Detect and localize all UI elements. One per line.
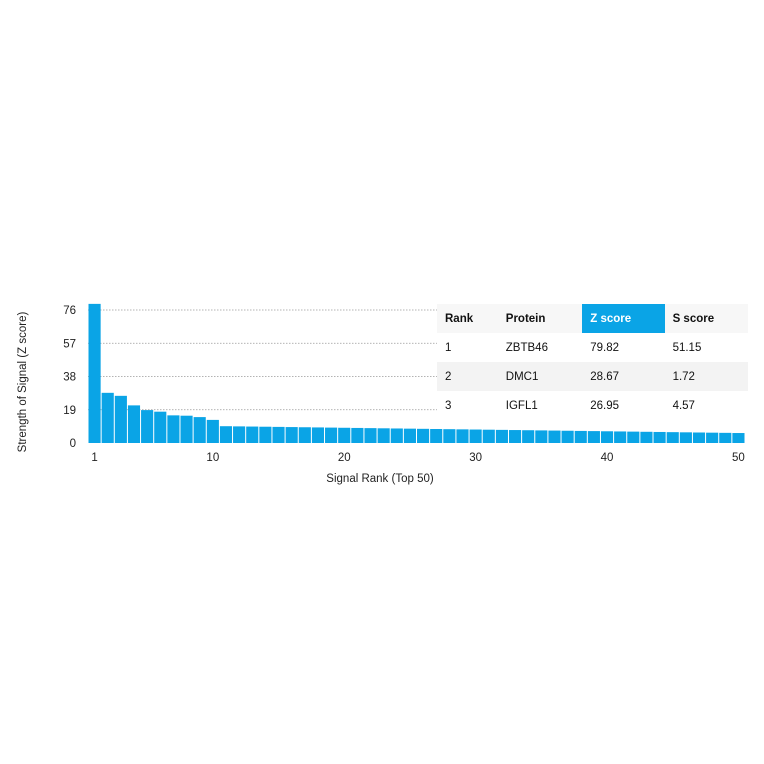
score-table: Rank Protein Z score S score 1 ZBTB46 79… bbox=[437, 304, 748, 420]
cell-protein: DMC1 bbox=[497, 362, 583, 391]
bar bbox=[482, 429, 495, 443]
bar bbox=[706, 432, 719, 443]
cell-rank: 1 bbox=[437, 333, 498, 362]
bar bbox=[469, 429, 482, 443]
y-tick-label: 38 bbox=[63, 372, 76, 384]
table-row: 3 IGFL1 26.95 4.57 bbox=[437, 391, 748, 420]
bars bbox=[88, 303, 745, 443]
x-tick-label: 30 bbox=[469, 452, 482, 464]
col-protein: Protein bbox=[497, 304, 583, 333]
bar bbox=[535, 430, 548, 443]
y-tick-label: 19 bbox=[63, 405, 76, 417]
table-row: 2 DMC1 28.67 1.72 bbox=[437, 362, 748, 391]
bar bbox=[614, 431, 627, 443]
bar bbox=[351, 427, 364, 443]
x-tick-label: 10 bbox=[206, 452, 219, 464]
bar bbox=[285, 427, 298, 443]
bar bbox=[548, 430, 561, 443]
bar bbox=[259, 426, 272, 443]
bar bbox=[338, 427, 351, 443]
bar bbox=[627, 431, 640, 443]
x-axis-label: Signal Rank (Top 50) bbox=[326, 473, 434, 485]
y-tick-label: 57 bbox=[63, 338, 76, 350]
bar bbox=[167, 415, 180, 443]
bar bbox=[246, 426, 259, 443]
bar bbox=[600, 431, 614, 443]
bar bbox=[430, 429, 443, 443]
y-tick-label: 0 bbox=[70, 438, 76, 450]
cell-s-score: 51.15 bbox=[664, 333, 748, 362]
cell-s-score: 1.72 bbox=[664, 362, 748, 391]
x-tick-label: 50 bbox=[732, 452, 745, 464]
cell-s-score: 4.57 bbox=[664, 391, 748, 420]
y-tick-labels: 0 19 38 57 76 bbox=[63, 305, 76, 450]
bar bbox=[272, 426, 285, 443]
bar bbox=[141, 410, 154, 443]
bar bbox=[456, 429, 469, 443]
bar bbox=[587, 431, 600, 443]
bar bbox=[719, 432, 732, 443]
bar bbox=[561, 430, 574, 443]
y-axis-label: Strength of Signal (Z score) bbox=[17, 312, 29, 453]
bar bbox=[443, 429, 456, 443]
bar bbox=[390, 428, 403, 443]
bar bbox=[298, 427, 311, 443]
table-row: 1 ZBTB46 79.82 51.15 bbox=[437, 333, 748, 362]
bar bbox=[666, 432, 679, 443]
bar bbox=[417, 428, 430, 443]
cell-z-score: 28.67 bbox=[582, 362, 665, 391]
bar bbox=[206, 419, 219, 443]
y-tick-label: 76 bbox=[63, 305, 76, 317]
bar bbox=[219, 426, 233, 443]
bar bbox=[679, 432, 692, 443]
x-tick-labels: 1 10 20 30 40 50 bbox=[91, 452, 744, 464]
col-rank: Rank bbox=[437, 304, 498, 333]
bar bbox=[522, 430, 535, 443]
cell-z-score: 26.95 bbox=[582, 391, 665, 420]
bar bbox=[311, 427, 325, 443]
cell-protein: ZBTB46 bbox=[497, 333, 583, 362]
bar bbox=[403, 428, 416, 443]
bar bbox=[640, 431, 653, 443]
bar bbox=[114, 395, 127, 443]
cell-rank: 3 bbox=[437, 391, 498, 420]
bar bbox=[193, 417, 206, 443]
bar bbox=[495, 429, 508, 443]
bar bbox=[154, 411, 167, 443]
col-s-score: S score bbox=[664, 304, 748, 333]
bar bbox=[732, 433, 745, 443]
col-z-score: Z score bbox=[582, 304, 665, 333]
table-header-row: Rank Protein Z score S score bbox=[437, 304, 748, 333]
bar bbox=[574, 430, 587, 443]
bar bbox=[653, 431, 666, 443]
bar bbox=[692, 432, 706, 443]
bar bbox=[233, 426, 246, 443]
bar bbox=[127, 405, 141, 443]
bar bbox=[101, 392, 114, 443]
x-tick-label: 40 bbox=[601, 452, 614, 464]
cell-rank: 2 bbox=[437, 362, 498, 391]
bar bbox=[377, 428, 390, 443]
bar bbox=[88, 303, 101, 443]
bar bbox=[180, 415, 193, 443]
bar bbox=[325, 427, 338, 443]
cell-protein: IGFL1 bbox=[497, 391, 583, 420]
x-tick-label: 20 bbox=[338, 452, 351, 464]
bar bbox=[364, 428, 377, 443]
bar bbox=[508, 430, 522, 443]
cell-z-score: 79.82 bbox=[582, 333, 665, 362]
x-tick-label: 1 bbox=[91, 452, 97, 464]
